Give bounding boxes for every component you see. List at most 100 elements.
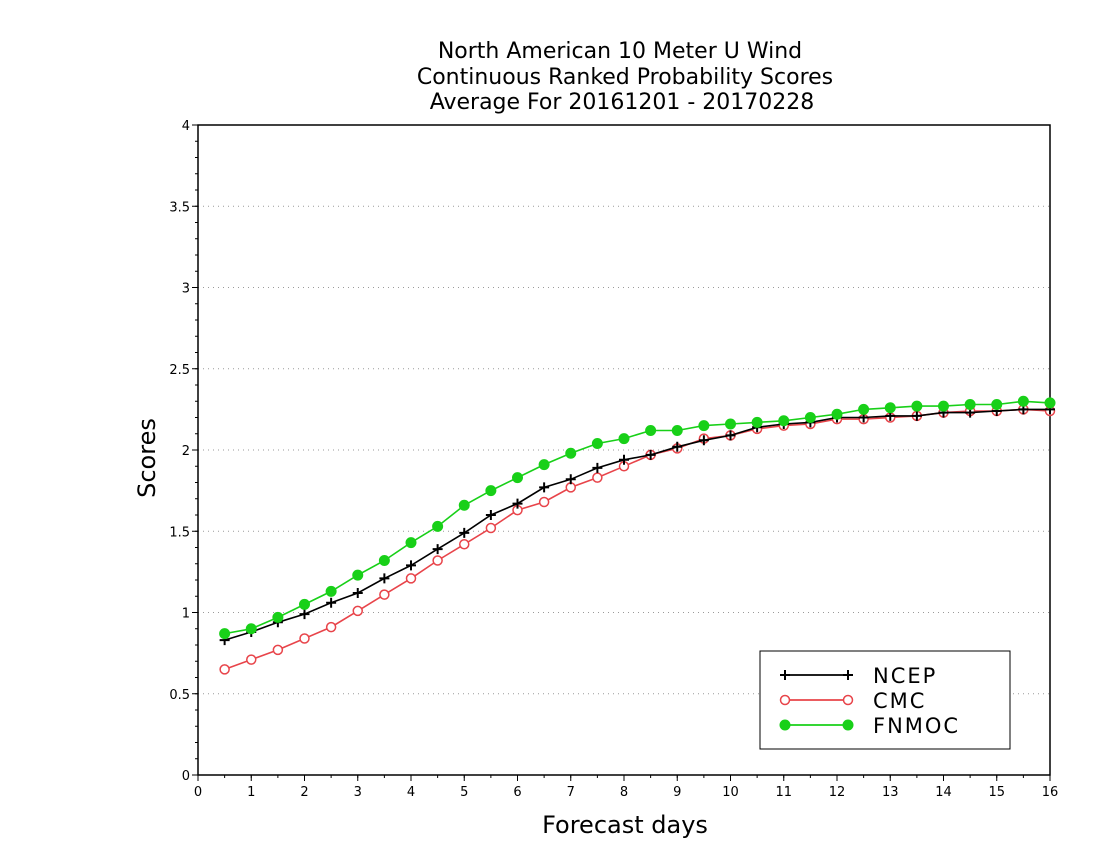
legend-label-cmc: CMC <box>873 689 926 713</box>
y-tick-label: 3.5 <box>169 200 190 215</box>
data-point-ncep <box>379 573 390 584</box>
data-point-fnmoc <box>964 399 976 410</box>
legend-marker <box>779 719 791 731</box>
data-point-fnmoc <box>671 425 683 436</box>
data-point-fnmoc <box>1044 397 1056 409</box>
data-point-fnmoc <box>778 415 790 427</box>
data-point-fnmoc <box>458 499 470 511</box>
data-point-ncep <box>432 544 443 555</box>
data-point-fnmoc <box>432 520 444 532</box>
data-point-fnmoc <box>219 628 231 640</box>
data-point-fnmoc <box>725 418 736 430</box>
x-tick-label: 0 <box>194 785 202 800</box>
data-point-ncep <box>406 560 416 571</box>
x-tick-label: 8 <box>620 785 628 800</box>
data-point-fnmoc <box>485 485 497 497</box>
data-point-cmc <box>246 654 257 665</box>
x-tick-label: 3 <box>354 785 362 800</box>
data-point-fnmoc <box>405 537 417 549</box>
x-tick-label: 9 <box>673 785 681 800</box>
x-tick-label: 14 <box>935 785 952 800</box>
data-point-fnmoc <box>591 438 603 449</box>
data-point-cmc <box>538 496 550 508</box>
data-point-ncep <box>326 597 337 608</box>
data-point-fnmoc <box>299 598 310 610</box>
legend-item-ncep: NCEP <box>780 664 937 688</box>
title-line-1: North American 10 Meter U Wind <box>438 39 802 64</box>
data-point-ncep <box>911 410 922 421</box>
legend-marker <box>780 670 790 680</box>
title-line-3: Average For 20161201 - 20170228 <box>430 90 815 115</box>
data-point-ncep <box>512 498 523 509</box>
x-tick-label: 1 <box>247 785 255 800</box>
series-fnmoc <box>219 395 1056 640</box>
data-point-fnmoc <box>831 408 843 420</box>
x-tick-label: 12 <box>829 785 846 800</box>
data-point-cmc <box>272 644 284 656</box>
data-point-cmc <box>352 605 363 617</box>
data-point-ncep <box>539 482 550 493</box>
x-tick-label: 2 <box>300 785 308 800</box>
series-line-fnmoc <box>224 400 1051 635</box>
legend-marker <box>779 694 791 706</box>
gridlines <box>198 205 1050 695</box>
x-tick-label: 4 <box>407 785 415 800</box>
data-point-ncep <box>698 435 709 446</box>
data-point-fnmoc <box>272 611 284 623</box>
y-tick-label: 1 <box>182 607 190 622</box>
data-point-cmc <box>459 539 470 550</box>
data-point-fnmoc <box>751 416 763 428</box>
y-tick-label: 0 <box>182 769 190 784</box>
data-point-fnmoc <box>378 555 390 566</box>
data-point-cmc <box>219 664 230 675</box>
x-tick-label: 7 <box>567 785 575 800</box>
x-axis: 0 1 2 3 4 5 6 7 8 9 10 11 12 13 14 15 16 <box>194 775 1058 800</box>
series-cmc <box>219 404 1056 675</box>
x-tick-label: 11 <box>775 785 792 800</box>
data-point-fnmoc <box>565 447 577 459</box>
series-line-cmc <box>224 408 1051 671</box>
legend-marker <box>842 719 854 731</box>
data-point-fnmoc <box>858 403 870 415</box>
legend-marker <box>842 694 854 706</box>
legend-marker <box>843 670 853 680</box>
y-tick-label: 1.5 <box>169 525 190 540</box>
legend-item-fnmoc: FNMOC <box>779 714 958 738</box>
series-ncep <box>219 404 1055 646</box>
data-point-fnmoc <box>645 425 657 436</box>
data-point-fnmoc <box>911 400 923 412</box>
data-point-fnmoc <box>512 472 523 484</box>
series-line-ncep <box>224 408 1050 641</box>
chart-title: North American 10 Meter U Wind Continuou… <box>417 39 833 115</box>
data-point-ncep <box>565 474 576 485</box>
x-tick-label: 6 <box>513 785 521 800</box>
data-point-cmc <box>485 522 497 534</box>
x-tick-label: 13 <box>882 785 899 800</box>
data-point-fnmoc <box>618 433 630 445</box>
data-point-fnmoc <box>938 400 949 412</box>
data-point-fnmoc <box>884 402 896 414</box>
legend-item-cmc: CMC <box>779 689 926 713</box>
y-tick-label: 0.5 <box>169 688 190 703</box>
data-point-ncep <box>592 462 603 473</box>
data-point-ncep <box>485 510 496 520</box>
data-point-fnmoc <box>1017 395 1029 407</box>
data-point-fnmoc <box>538 459 550 471</box>
x-tick-label: 5 <box>460 785 468 800</box>
data-point-ncep <box>619 454 629 465</box>
x-tick-label: 16 <box>1042 785 1059 800</box>
x-tick-label: 10 <box>722 785 739 800</box>
data-point-cmc <box>432 555 443 566</box>
legend-label-ncep: NCEP <box>873 664 937 688</box>
y-tick-label: 3 <box>182 282 190 297</box>
data-point-fnmoc <box>325 585 337 597</box>
y-tick-label: 2.5 <box>169 363 190 378</box>
y-axis: 0 0.5 1 1.5 2 2.5 3 3.5 4 <box>169 119 198 784</box>
data-point-fnmoc <box>698 420 710 432</box>
data-point-ncep <box>645 449 656 460</box>
data-point-cmc <box>299 633 310 644</box>
data-point-ncep <box>299 609 310 620</box>
data-point-ncep <box>352 588 363 598</box>
